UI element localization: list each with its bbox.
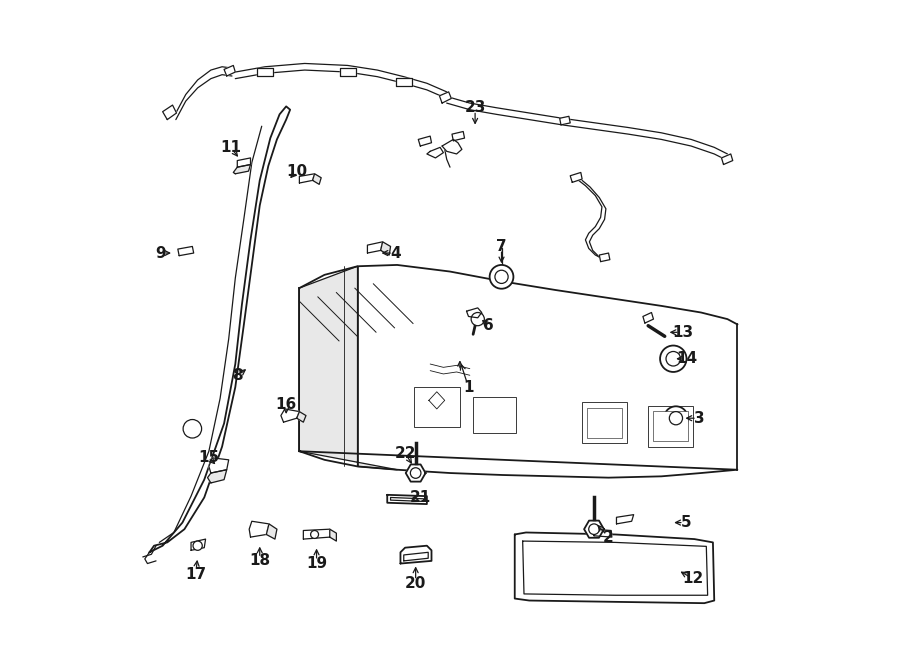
- Polygon shape: [209, 458, 229, 473]
- Polygon shape: [312, 173, 321, 184]
- Circle shape: [589, 524, 599, 534]
- Polygon shape: [300, 266, 397, 470]
- Text: 13: 13: [672, 325, 693, 340]
- Text: 7: 7: [496, 239, 507, 254]
- Polygon shape: [616, 514, 634, 524]
- Circle shape: [183, 420, 202, 438]
- Circle shape: [495, 270, 508, 283]
- Circle shape: [660, 346, 687, 372]
- Polygon shape: [404, 552, 428, 561]
- Circle shape: [193, 541, 202, 550]
- Polygon shape: [329, 529, 337, 541]
- Text: 2: 2: [603, 530, 614, 545]
- Polygon shape: [599, 253, 610, 261]
- Text: 8: 8: [232, 369, 243, 383]
- Polygon shape: [593, 529, 612, 537]
- Text: 14: 14: [676, 352, 698, 366]
- Text: 21: 21: [410, 490, 431, 505]
- Circle shape: [310, 530, 319, 538]
- Circle shape: [664, 406, 688, 430]
- Polygon shape: [523, 541, 707, 595]
- Circle shape: [670, 412, 682, 425]
- Bar: [582, 402, 627, 444]
- Polygon shape: [257, 68, 273, 76]
- Bar: [414, 387, 460, 427]
- Polygon shape: [722, 154, 733, 165]
- Polygon shape: [300, 265, 737, 478]
- Circle shape: [490, 265, 513, 289]
- Text: 16: 16: [275, 397, 297, 412]
- Circle shape: [410, 468, 421, 479]
- Polygon shape: [439, 92, 451, 103]
- Bar: [653, 411, 688, 442]
- Polygon shape: [571, 173, 582, 182]
- Text: 23: 23: [464, 100, 486, 115]
- Polygon shape: [266, 524, 277, 539]
- Text: 20: 20: [405, 576, 427, 591]
- Polygon shape: [300, 173, 315, 183]
- Polygon shape: [515, 532, 715, 603]
- Polygon shape: [303, 529, 329, 539]
- Text: 15: 15: [198, 450, 220, 465]
- Polygon shape: [367, 242, 382, 253]
- Text: 4: 4: [391, 246, 401, 261]
- Polygon shape: [466, 308, 482, 318]
- Polygon shape: [163, 105, 176, 120]
- Polygon shape: [233, 165, 250, 173]
- Polygon shape: [418, 136, 431, 146]
- Bar: [588, 408, 622, 438]
- Polygon shape: [396, 78, 411, 86]
- Bar: [473, 397, 516, 434]
- Polygon shape: [387, 495, 427, 504]
- Text: 9: 9: [156, 246, 166, 261]
- Polygon shape: [297, 412, 306, 422]
- Polygon shape: [452, 132, 464, 141]
- Polygon shape: [584, 520, 604, 538]
- Text: 1: 1: [464, 379, 473, 395]
- Polygon shape: [643, 312, 653, 323]
- Text: 3: 3: [695, 410, 705, 426]
- Polygon shape: [442, 140, 462, 154]
- Circle shape: [471, 312, 484, 326]
- Polygon shape: [427, 148, 444, 158]
- Circle shape: [666, 352, 680, 366]
- Polygon shape: [400, 545, 431, 563]
- Text: 10: 10: [286, 164, 307, 179]
- Text: 19: 19: [306, 556, 327, 571]
- Polygon shape: [381, 242, 391, 255]
- Text: 6: 6: [483, 318, 494, 333]
- Text: 18: 18: [249, 553, 270, 569]
- Text: 12: 12: [682, 571, 704, 587]
- Polygon shape: [249, 521, 269, 537]
- Polygon shape: [429, 392, 445, 409]
- Polygon shape: [339, 68, 356, 76]
- Text: 5: 5: [681, 515, 692, 530]
- Text: 22: 22: [394, 446, 416, 461]
- Polygon shape: [406, 465, 426, 482]
- Text: 17: 17: [185, 567, 206, 582]
- Polygon shape: [238, 158, 250, 167]
- Polygon shape: [391, 497, 424, 501]
- Polygon shape: [560, 117, 571, 125]
- Polygon shape: [178, 246, 194, 256]
- Polygon shape: [149, 107, 290, 552]
- Polygon shape: [191, 539, 205, 550]
- Polygon shape: [281, 409, 300, 422]
- Polygon shape: [224, 66, 235, 76]
- Text: 11: 11: [220, 140, 241, 155]
- Polygon shape: [208, 470, 227, 483]
- Bar: [648, 406, 693, 447]
